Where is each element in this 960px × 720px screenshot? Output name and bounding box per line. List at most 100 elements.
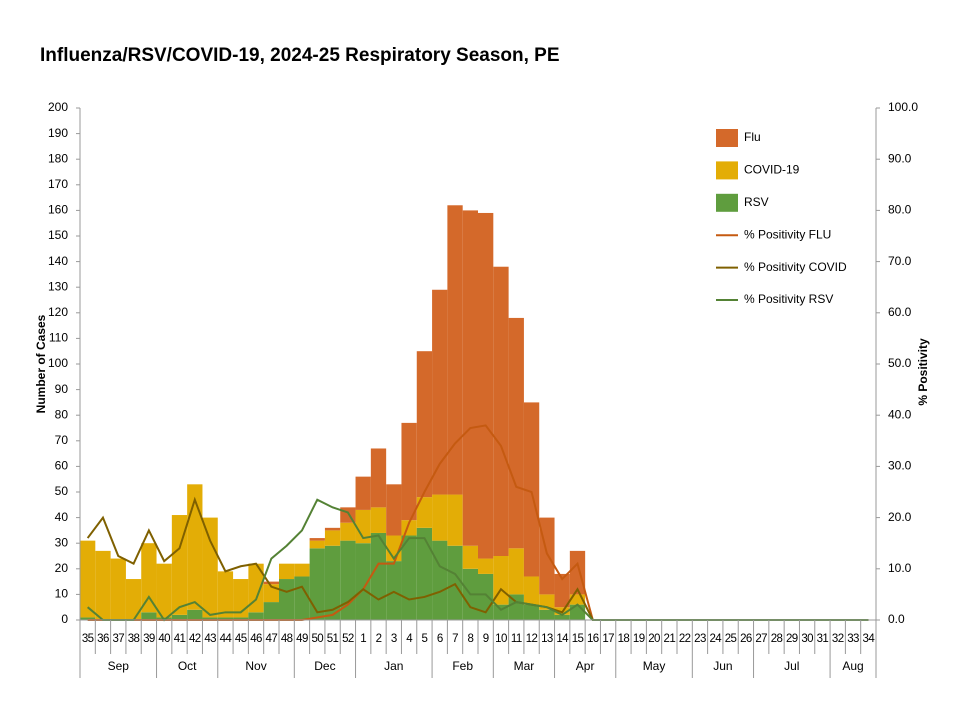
bar-segment xyxy=(279,563,295,580)
bar-segment xyxy=(478,573,494,620)
y2-tick-label: 50.0 xyxy=(888,356,912,370)
bar-segment xyxy=(217,571,234,618)
x-tick-label: 45 xyxy=(235,633,247,645)
bar-segment xyxy=(401,535,417,620)
y2-tick-label: 70.0 xyxy=(888,254,912,268)
bar-segment xyxy=(523,604,540,620)
bar-segment xyxy=(432,289,448,495)
bar-segment xyxy=(508,548,524,595)
bar-segment xyxy=(432,540,448,620)
month-label: Nov xyxy=(245,659,266,673)
x-tick-label: 21 xyxy=(664,633,676,645)
bar-segment xyxy=(202,517,218,618)
month-label: Dec xyxy=(314,659,335,673)
x-tick-label: 6 xyxy=(437,633,443,645)
x-tick-label: 37 xyxy=(112,633,124,645)
bar-segment xyxy=(478,558,494,574)
bar-segment xyxy=(171,515,188,615)
y-tick-label: 60 xyxy=(55,459,69,473)
bar-segment xyxy=(478,212,494,559)
bar-segment xyxy=(355,476,371,510)
y-tick-label: 160 xyxy=(48,203,68,217)
bar-segment xyxy=(156,563,172,618)
x-tick-label: 38 xyxy=(128,633,140,645)
x-tick-label: 48 xyxy=(281,633,293,645)
x-tick-label: 22 xyxy=(679,633,691,645)
y-tick-label: 150 xyxy=(48,228,68,242)
bar-segment xyxy=(416,497,433,528)
month-label: Apr xyxy=(576,659,595,673)
bar-segment xyxy=(554,573,570,608)
y-tick-label: 70 xyxy=(55,433,69,447)
x-tick-label: 49 xyxy=(296,633,308,645)
y-tick-label: 20 xyxy=(55,561,69,575)
x-tick-label: 3 xyxy=(391,633,397,645)
bar-segment xyxy=(248,612,264,620)
x-tick-label: 8 xyxy=(467,633,473,645)
bar-segment xyxy=(340,522,356,541)
month-label: Jun xyxy=(713,659,732,673)
y-tick-label: 50 xyxy=(55,484,69,498)
y-tick-label: 130 xyxy=(48,279,68,293)
y2-tick-label: 20.0 xyxy=(888,510,912,524)
bar-segment xyxy=(401,422,417,521)
bar-segment xyxy=(447,494,463,546)
y2-tick-label: 80.0 xyxy=(888,203,912,217)
bar-segment xyxy=(309,538,325,541)
x-tick-label: 23 xyxy=(694,633,706,645)
x-tick-label: 33 xyxy=(847,633,859,645)
bar-segment xyxy=(217,617,234,620)
x-tick-label: 34 xyxy=(863,633,876,645)
x-tick-label: 46 xyxy=(250,633,262,645)
x-tick-label: 47 xyxy=(266,633,278,645)
y-tick-label: 120 xyxy=(48,305,68,319)
y-tick-label: 170 xyxy=(48,177,68,191)
legend-label: % Positivity FLU xyxy=(744,227,831,241)
legend-label: % Positivity RSV xyxy=(744,292,833,306)
bar-segment xyxy=(554,614,570,620)
legend-swatch xyxy=(716,161,738,180)
month-label: Oct xyxy=(178,659,197,673)
bar-segment xyxy=(355,509,371,544)
y2-tick-label: 0.0 xyxy=(888,612,905,626)
month-label: Aug xyxy=(842,659,863,673)
bar-segment xyxy=(386,561,402,620)
bar-segment xyxy=(370,507,387,533)
y-tick-label: 90 xyxy=(55,382,69,396)
bar-segment xyxy=(263,602,279,620)
bar-segment xyxy=(539,609,555,620)
bar-segment xyxy=(141,612,157,620)
bar-segment xyxy=(355,543,371,620)
bar-segment xyxy=(508,317,524,549)
legend-label: Flu xyxy=(744,130,761,144)
bar-segment xyxy=(294,563,310,577)
x-tick-label: 52 xyxy=(342,633,354,645)
x-tick-label: 28 xyxy=(771,633,783,645)
legend-label: COVID-19 xyxy=(744,163,800,177)
x-tick-label: 36 xyxy=(97,633,109,645)
y-axis-label: Number of Cases xyxy=(34,314,48,413)
legend-label: % Positivity COVID xyxy=(744,260,847,274)
y-tick-label: 30 xyxy=(55,535,69,549)
month-label: Mar xyxy=(514,659,535,673)
x-tick-label: 26 xyxy=(740,633,752,645)
y-tick-label: 100 xyxy=(48,356,68,370)
y-tick-label: 10 xyxy=(55,587,69,601)
y-tick-label: 110 xyxy=(49,331,68,345)
bar-segment xyxy=(309,548,325,620)
x-tick-label: 19 xyxy=(633,633,645,645)
month-label: Feb xyxy=(452,659,473,673)
x-tick-label: 32 xyxy=(832,633,844,645)
bar-segment xyxy=(324,530,341,546)
bar-segment xyxy=(125,579,142,620)
legend-swatch xyxy=(716,193,738,212)
bar-segment xyxy=(110,558,126,620)
bar-segment xyxy=(416,351,433,498)
bar-segment xyxy=(523,402,540,577)
x-tick-label: 50 xyxy=(311,633,323,645)
x-tick-label: 29 xyxy=(786,633,798,645)
y-tick-label: 40 xyxy=(55,510,69,524)
bar-segment xyxy=(432,494,448,541)
y-tick-label: 180 xyxy=(48,151,68,165)
y-tick-label: 80 xyxy=(55,407,69,421)
